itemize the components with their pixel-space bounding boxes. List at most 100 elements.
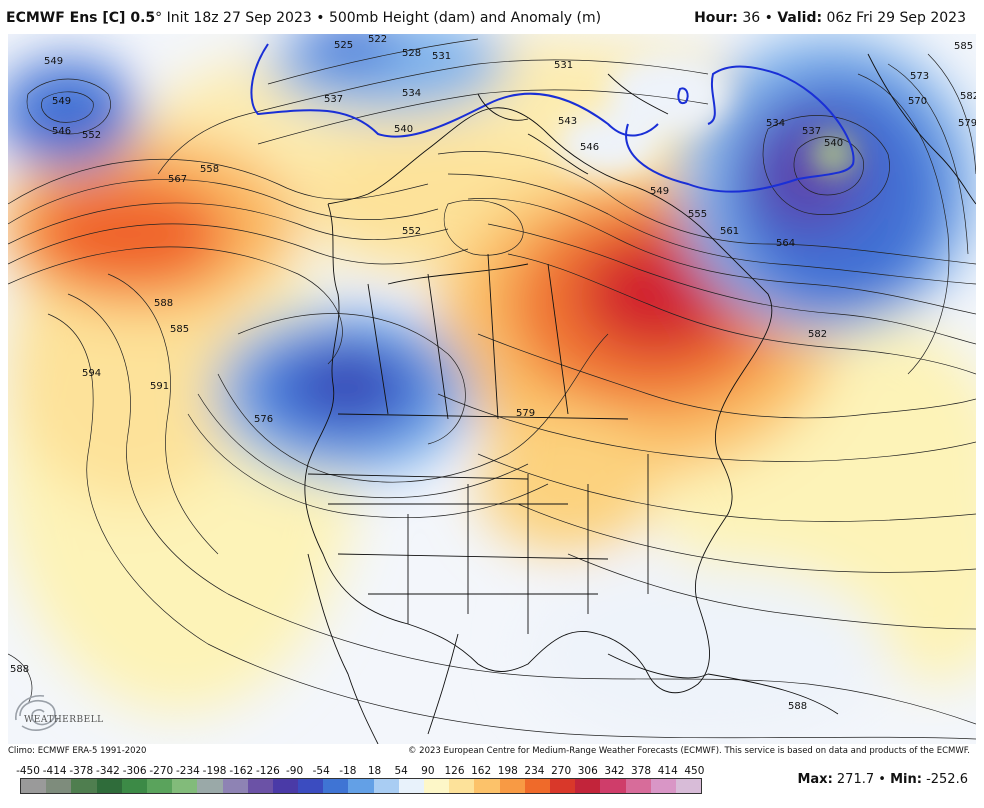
colorbar-swatch — [625, 779, 651, 793]
colorbar-swatch — [373, 779, 399, 793]
colorbar-tick-label: 414 — [657, 765, 678, 777]
colorbar-swatch — [146, 779, 173, 793]
colorbar-tick-label: 162 — [471, 765, 492, 777]
contour-label: 549 — [650, 186, 669, 197]
colorbar-swatch — [675, 779, 702, 793]
init-time: Init 18z 27 Sep 2023 — [166, 10, 312, 26]
colorbar-tick-label: -378 — [69, 765, 94, 777]
colorbar-tick-label: 450 — [684, 765, 705, 777]
contour-label: 588 — [10, 664, 29, 675]
colorbar-swatch — [71, 779, 97, 793]
hour-label: Hour: — [694, 10, 738, 26]
contour-label: 555 — [688, 209, 707, 220]
contour-label: 552 — [82, 130, 101, 141]
colorbar-swatch — [247, 779, 273, 793]
colorbar-swatch — [323, 779, 349, 793]
copyright-note: © 2023 European Centre for Medium-Range … — [407, 746, 970, 756]
colorbar-tick-label: -198 — [202, 765, 227, 777]
colorbar-swatch — [499, 779, 525, 793]
colorbar-swatch — [575, 779, 601, 793]
colorbar-tick-label: 18 — [367, 765, 382, 777]
degree-symbol: ° — [155, 10, 163, 26]
colorbar-swatch — [121, 779, 147, 793]
contour-label: 522 — [368, 34, 387, 45]
colorbar-tick-label: 234 — [524, 765, 545, 777]
valid-value: 06z Fri 29 Sep 2023 — [826, 10, 966, 26]
map-canvas: 549 549 546 552 525 522 528 531 537 534 … — [8, 34, 976, 744]
colorbar-swatch — [549, 779, 576, 793]
contour-label: 531 — [432, 51, 451, 62]
colorbar-swatch — [449, 779, 475, 793]
colorbar-swatch — [96, 779, 122, 793]
colorbar-tick-label: 54 — [394, 765, 408, 777]
map-title: ECMWF Ens [C] 0.5° Init 18z 27 Sep 2023 … — [6, 10, 601, 26]
colorbar-swatch — [600, 779, 626, 793]
contour-label: 591 — [150, 381, 169, 392]
colorbar-swatch — [474, 779, 500, 793]
colorbar-tick-label: -342 — [96, 765, 120, 777]
reference-contour — [250, 43, 855, 193]
colorbar-tick-label: -18 — [339, 765, 357, 777]
contour-label: 570 — [908, 96, 927, 107]
contour-label: 546 — [580, 142, 599, 153]
climo-note: Climo: ECMWF ERA-5 1991-2020 — [8, 746, 147, 756]
colorbar-swatch — [222, 779, 248, 793]
max-value: 271.7 — [836, 772, 875, 787]
contour-label: 561 — [720, 226, 739, 237]
boundary-lines — [304, 53, 976, 744]
contour-label: 567 — [168, 174, 187, 185]
contour-label: 546 — [52, 126, 71, 137]
max-label: Max: — [797, 772, 833, 787]
valid-time: Hour: 36 • Valid: 06z Fri 29 Sep 2023 — [694, 10, 966, 26]
colorbar-tick-label: -126 — [255, 765, 280, 777]
contour-label: 579 — [516, 408, 535, 419]
valid-separator: • — [764, 10, 773, 26]
min-value: -252.6 — [926, 772, 968, 787]
max-min-readout: Max: 271.7 • Min: -252.6 — [797, 772, 968, 787]
colorbar-tick-label: 378 — [631, 765, 652, 777]
contour-label: 585 — [170, 324, 189, 335]
contour-label: 564 — [776, 238, 795, 249]
anomaly-map[interactable]: 549 549 546 552 525 522 528 531 537 534 … — [8, 34, 976, 744]
contour-label: 573 — [910, 71, 929, 82]
contour-label: 558 — [200, 164, 219, 175]
colorbar-swatch — [197, 779, 223, 793]
colorbar-swatch — [298, 779, 324, 793]
contour-label: 549 — [52, 96, 71, 107]
colorbar-tick-labels: -450 -414 -378 -342 -306 -270 -234 -198 -162 -126… — [16, 765, 705, 777]
contour-label: 525 — [334, 40, 353, 51]
colorbar-tick-label: 198 — [497, 765, 518, 777]
contour-label: 588 — [788, 701, 807, 712]
contour-label: 582 — [960, 91, 976, 102]
swirl-logo-icon — [15, 695, 59, 731]
contour-label: 528 — [402, 48, 421, 59]
colorbar-swatch — [398, 779, 424, 793]
colorbar-swatch — [348, 779, 374, 793]
colorbar-tick-label: -90 — [285, 765, 304, 777]
contour-label: 537 — [324, 94, 343, 105]
contour-label: 537 — [802, 126, 821, 137]
contour-label: 549 — [44, 56, 63, 67]
contour-label: 531 — [554, 60, 573, 71]
contour-label: 543 — [558, 116, 577, 127]
hour-value: 36 — [742, 10, 761, 26]
maxmin-separator: • — [878, 772, 886, 787]
colorbar-swatch — [524, 779, 550, 793]
colorbar-tick-label: -234 — [176, 765, 200, 777]
contour-label: 582 — [808, 329, 827, 340]
logo-text: WEATHERBELL — [24, 715, 104, 725]
colorbar-swatch — [21, 779, 47, 793]
contour-label: 534 — [402, 88, 421, 99]
colorbar-tick-label: -414 — [42, 765, 67, 777]
contour-label: 576 — [254, 414, 273, 425]
valid-label: Valid: — [777, 10, 823, 26]
colorbar-swatch — [272, 779, 299, 793]
contour-label: 594 — [82, 368, 101, 379]
contour-label: 588 — [154, 298, 173, 309]
colorbar-swatch — [172, 779, 198, 793]
height-contours — [8, 38, 976, 740]
colorbar-tick-label: 90 — [421, 765, 435, 777]
colorbar — [20, 778, 702, 794]
contour-label: 540 — [824, 138, 843, 149]
colorbar-swatch — [46, 779, 72, 793]
